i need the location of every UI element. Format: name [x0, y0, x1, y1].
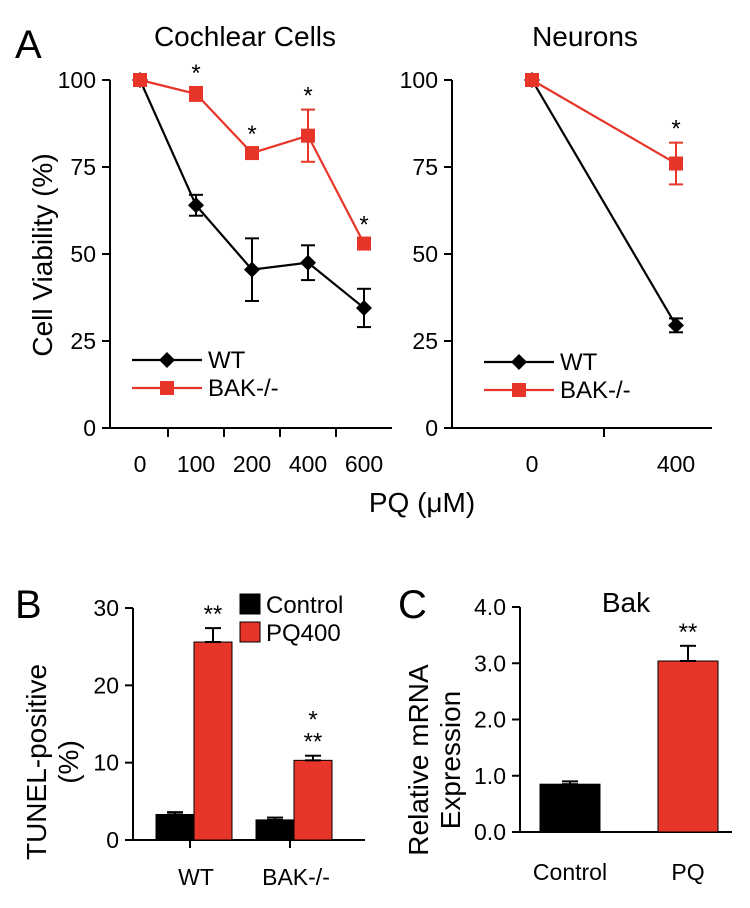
cochlear-significance-star: * — [359, 211, 368, 238]
neurons-y-tick-label: 75 — [412, 154, 438, 180]
cochlear-legend-label: WT — [208, 347, 246, 374]
cochlear-x-tick-label: 600 — [345, 451, 383, 477]
mrna-bar-pq — [657, 660, 719, 833]
cochlear-x-tick-label: 0 — [134, 451, 147, 477]
cochlear-y-tick-label: 50 — [70, 241, 96, 267]
cochlear-wt-diamond-marker — [188, 197, 204, 214]
mrna-y-tick-label: 2.0 — [474, 707, 506, 733]
tunel-significance-star: ** — [304, 729, 323, 756]
cochlear-legend-diamond-marker — [159, 352, 175, 368]
neurons-series-line-wt — [531, 79, 677, 326]
neurons-legend-label: WT — [560, 349, 598, 376]
neurons-significance-star: * — [671, 116, 680, 143]
mrna-bar-control — [539, 783, 601, 833]
cochlear-x-tick-label: 400 — [289, 451, 327, 477]
cochlear-x-tick-label: 200 — [233, 451, 271, 477]
tunel-y-tick-label: 20 — [93, 672, 119, 698]
tunel-y-tick-label: 30 — [93, 595, 119, 621]
cochlear-x-tick-label: 100 — [177, 451, 215, 477]
panel-letter-c: C — [398, 583, 427, 627]
tunel-y-tick-label: 10 — [93, 750, 119, 776]
pq-x-axis-label: PQ (μM) — [369, 487, 475, 518]
tunel-bar-control — [255, 819, 295, 841]
neurons-x-tick-label: 0 — [526, 451, 539, 477]
cochlear-significance-star: * — [247, 121, 256, 148]
tunel-y-axis-label-line2: (%) — [53, 740, 84, 784]
tunel-bar-pq — [293, 759, 333, 841]
cochlear-y-tick-label: 75 — [70, 154, 96, 180]
mrna-significance-star: ** — [679, 619, 698, 646]
cochlear-significance-star: * — [303, 83, 312, 110]
tunel-y-axis-label-line1: TUNEL-positive — [21, 664, 52, 860]
bak-mrna-bar-chart: 0.0 1.0 2.0 3.0 4.0 Control PQ ** — [474, 594, 732, 885]
tunel-bar-control — [155, 813, 195, 841]
cochlear-bak-square-marker — [357, 236, 371, 251]
cochlear-significance-star: * — [191, 60, 200, 87]
cochlear-bak-square-marker — [133, 73, 147, 87]
mrna-y-tick-label: 3.0 — [474, 650, 506, 676]
mrna-x-tick-label: Control — [533, 859, 607, 885]
cochlear-bak-square-marker — [189, 86, 203, 101]
cochlear-wt-diamond-marker — [356, 299, 372, 316]
tunel-legend-swatch-control — [239, 593, 261, 615]
tunel-y-tick-label: 0 — [106, 827, 119, 853]
mrna-y-tick-label: 1.0 — [474, 763, 506, 789]
cochlear-chart-title: Cochlear Cells — [154, 21, 336, 52]
mrna-y-axis-label-line2: Expression — [435, 691, 466, 830]
mrna-y-tick-label: 4.0 — [474, 594, 506, 620]
cochlear-y-tick-label: 0 — [83, 415, 96, 441]
cochlear-bak-square-marker — [245, 146, 259, 161]
cochlear-legend-square-marker — [160, 381, 174, 395]
mrna-x-tick-label: PQ — [671, 859, 704, 885]
tunel-x-tick-label: WT — [178, 864, 214, 890]
panel-letter-a: A — [15, 23, 42, 67]
cochlear-y-tick-label: 25 — [70, 328, 96, 354]
cochlear-y-axis-label: Cell Viability (%) — [27, 153, 58, 356]
panel-letter-b: B — [15, 583, 42, 627]
bak-chart-title: Bak — [602, 587, 651, 618]
tunel-x-tick-label: BAK-/- — [262, 864, 330, 890]
cochlear-wt-diamond-marker — [244, 261, 260, 278]
neurons-bak-square-marker — [525, 73, 539, 87]
neurons-y-tick-label: 25 — [412, 328, 438, 354]
tunel-significance-star: * — [308, 707, 317, 734]
neurons-series-line-bak — [531, 79, 677, 165]
neurons-chart-title: Neurons — [532, 21, 638, 52]
cochlear-wt-diamond-marker — [300, 254, 316, 271]
tunel-legend-swatch-pq — [239, 621, 261, 643]
tunel-bar-pq — [193, 641, 233, 841]
neurons-legend-label: BAK-/- — [560, 377, 631, 404]
mrna-y-tick-label: 0.0 — [474, 819, 506, 845]
tunel-significance-star: ** — [204, 601, 223, 628]
mrna-y-axis-label-line1: Relative mRNA — [403, 664, 434, 856]
neurons-wt-diamond-marker — [668, 317, 684, 334]
tunel-legend-label: PQ400 — [266, 620, 341, 647]
neurons-y-tick-label: 50 — [412, 241, 438, 267]
cochlear-series-line-bak — [139, 78, 365, 245]
neurons-x-tick-label: 400 — [657, 451, 695, 477]
neurons-bak-square-marker — [669, 156, 683, 171]
cochlear-legend-label: BAK-/- — [208, 375, 279, 402]
cochlear-bak-square-marker — [301, 128, 315, 143]
cochlear-y-tick-label: 100 — [58, 67, 96, 93]
neurons-y-tick-label: 100 — [400, 67, 438, 93]
neurons-legend-square-marker — [512, 383, 526, 397]
tunel-legend-label: Control — [266, 592, 343, 619]
neurons-y-tick-label: 0 — [425, 415, 438, 441]
neurons-legend-diamond-marker — [511, 354, 527, 370]
